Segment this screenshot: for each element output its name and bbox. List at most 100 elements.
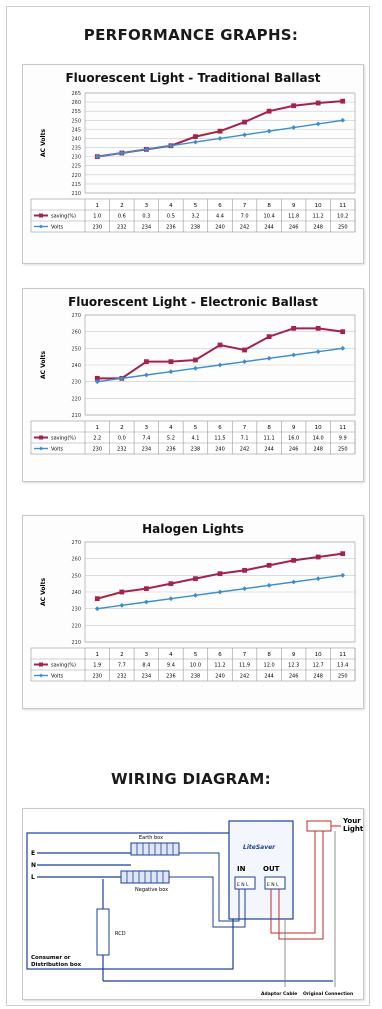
data-point-volts <box>315 349 321 355</box>
data-label: 244 <box>264 674 274 680</box>
chart-title: Fluorescent Light - Traditional Ballast <box>65 71 321 85</box>
y-tick-label: 225 <box>71 164 81 170</box>
data-label: 1.9 <box>93 663 101 669</box>
negative-box-terminals <box>126 871 164 883</box>
data-point-volts <box>94 379 100 385</box>
data-point-saving <box>340 329 346 335</box>
data-label: 7.7 <box>118 663 126 669</box>
x-category-label: 8 <box>267 425 271 431</box>
data-label: 240 <box>215 447 225 453</box>
data-point-saving <box>242 567 247 573</box>
y-tick-label: 230 <box>71 607 81 613</box>
x-category-label: 6 <box>218 203 222 209</box>
data-label: 230 <box>92 674 102 680</box>
data-point-saving <box>168 359 174 365</box>
legend-marker <box>39 224 43 229</box>
data-point-saving <box>143 359 149 365</box>
data-point-volts <box>119 602 125 608</box>
y-tick-label: 250 <box>71 118 81 124</box>
plot-frame <box>84 314 356 416</box>
data-point-volts <box>340 572 346 578</box>
data-label: 2.2 <box>93 436 101 442</box>
chart-panel-electronic-ballast: Fluorescent Light - Electronic Ballast 2… <box>22 288 364 482</box>
x-category-label: 10 <box>315 203 322 209</box>
legend-marker <box>39 673 43 678</box>
data-point-volts <box>340 345 346 351</box>
wiring-diagram-svg: E N L Earth box Negative box RCD Consume… <box>26 817 363 997</box>
data-label: 16.0 <box>288 436 299 442</box>
data-point-volts <box>242 359 247 365</box>
y-tick-label: 230 <box>71 155 81 161</box>
device-earth-wire <box>179 852 240 922</box>
x-category-label: 7 <box>243 203 247 209</box>
data-label: 11.2 <box>313 214 324 220</box>
x-category-label: 8 <box>267 203 271 209</box>
legend-label: saving(%) <box>51 663 76 669</box>
data-point-volts <box>340 117 346 123</box>
data-point-volts <box>315 121 321 127</box>
data-label: 250 <box>338 225 348 231</box>
earth-box-terminals <box>136 843 174 855</box>
chart-title: Fluorescent Light - Electronic Ballast <box>68 295 318 309</box>
x-category-label: 2 <box>120 425 124 431</box>
x-category-label: 6 <box>218 652 222 658</box>
wiring-diagram-heading: WIRING DIAGRAM: <box>111 770 271 788</box>
data-point-volts <box>168 596 174 602</box>
data-label: 236 <box>166 225 176 231</box>
data-label: 8.4 <box>142 663 150 669</box>
data-label: 240 <box>215 674 225 680</box>
x-category-label: 1 <box>96 652 100 658</box>
y-tick-label: 250 <box>71 346 81 352</box>
data-point-volts <box>193 592 198 598</box>
data-label: 244 <box>264 225 274 231</box>
data-label: 242 <box>240 674 250 680</box>
data-label: 234 <box>142 225 152 231</box>
data-point-volts <box>119 375 125 381</box>
data-label: 5.2 <box>167 436 175 442</box>
your-lights-label: YourLights <box>342 817 363 833</box>
x-category-label: 11 <box>339 652 346 658</box>
data-point-saving <box>168 581 174 587</box>
data-label: 4.1 <box>191 436 199 442</box>
data-point-volts <box>242 586 247 592</box>
x-category-label: 11 <box>339 425 346 431</box>
y-tick-label: 220 <box>71 623 81 629</box>
data-label: 242 <box>240 225 250 231</box>
data-point-saving <box>94 375 100 381</box>
data-point-volts <box>119 150 125 156</box>
y-tick-label: 255 <box>71 109 81 115</box>
y-axis-label: AC Volts <box>40 578 47 606</box>
data-point-saving <box>94 596 100 602</box>
legend-marker <box>39 662 43 667</box>
x-category-label: 7 <box>243 652 247 658</box>
data-point-volts <box>291 125 297 130</box>
data-point-volts <box>143 146 149 152</box>
x-category-label: 5 <box>194 425 198 431</box>
y-tick-label: 240 <box>71 590 81 596</box>
y-axis-label: AC Volts <box>40 129 47 157</box>
data-label: 11.2 <box>214 663 225 669</box>
data-point-saving <box>143 586 149 592</box>
y-tick-label: 260 <box>71 100 81 106</box>
y-tick-label: 240 <box>71 363 81 369</box>
y-axis-label: AC Volts <box>40 351 47 379</box>
device-out-wire-b <box>278 829 324 940</box>
x-category-label: 10 <box>315 425 322 431</box>
data-label: 12.3 <box>288 663 299 669</box>
data-label: 238 <box>191 674 201 680</box>
line-n-label: N <box>31 862 36 869</box>
data-point-volts <box>266 128 272 134</box>
y-tick-label: 210 <box>71 191 81 197</box>
data-point-saving <box>291 557 297 563</box>
device-out-label: OUT <box>263 865 280 873</box>
consumer-box-label-line1: Consumer or <box>31 955 71 961</box>
legend-label: saving(%) <box>51 214 76 220</box>
out-terminals: E N L <box>267 882 279 888</box>
data-label: 246 <box>289 674 299 680</box>
x-category-label: 1 <box>96 425 100 431</box>
data-point-saving <box>291 103 297 109</box>
data-point-saving <box>193 357 198 363</box>
data-label: 11.9 <box>239 663 250 669</box>
